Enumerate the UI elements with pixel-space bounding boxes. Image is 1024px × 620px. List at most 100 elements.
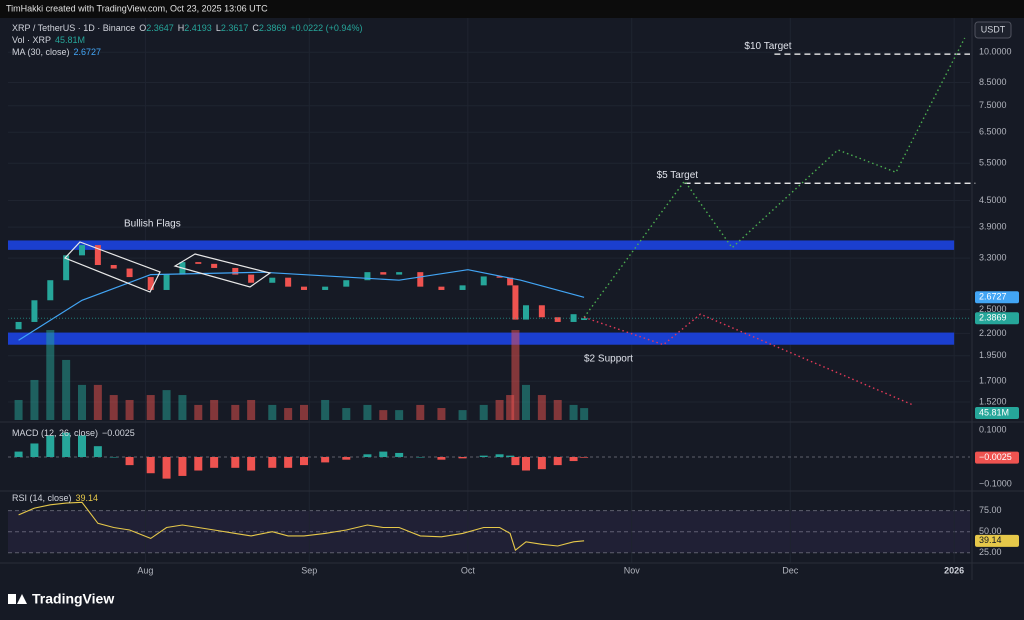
last-price-box [975,312,1019,325]
ma-price-box [975,291,1019,304]
volume-bar [178,395,187,420]
candle-body [507,277,514,286]
volume-bar [146,395,155,420]
candle-body [322,286,329,290]
rsi-value-box [975,534,1019,547]
candle-body [480,276,487,286]
macd-value-label: −0.0025 [979,452,1012,462]
volume-bar [479,404,488,420]
y-tick-label: 1.9500 [979,350,1007,360]
candle-body [285,277,292,287]
macd-bar [569,457,578,462]
candle-body [126,268,133,278]
volume-bar [495,399,504,420]
y-tick-label: 7.5000 [979,100,1007,110]
x-tick-label: Nov [624,565,641,575]
candle-body [301,286,307,290]
candle-body [459,285,466,290]
volume-bar [247,399,256,420]
y-tick-label: 8.5000 [979,77,1007,87]
flag-channel [173,253,272,288]
volume-box [975,407,1019,419]
macd-bar [511,457,520,466]
ohlc-value: 2.3869 [258,23,287,33]
y-tick-label: 0.1000 [979,424,1007,434]
macd-bar [93,446,102,457]
candle-body [554,317,561,322]
rsi-band [8,510,970,553]
volume-bar [511,330,520,420]
macd-bar [395,452,404,457]
macd-legend: MACD (12, 26, close) −0.0025 [12,428,139,438]
candle-body [523,305,529,320]
y-tick-label: 6.5000 [979,127,1007,137]
y-tick-label: 3.9000 [979,221,1007,231]
x-tick-label: Sep [301,565,317,575]
projection [583,313,913,406]
candle-body [380,272,387,275]
volume-bar [506,395,515,420]
currency-button[interactable] [974,21,1012,39]
volume-bar [210,399,219,420]
top-bar [0,0,1024,18]
macd-bar [178,457,187,476]
volume-bar [162,390,171,420]
y-tick-label: 1.5200 [979,396,1007,406]
volume-bar [78,384,86,420]
volume-bar [93,384,102,420]
y-tick-label: 75.00 [979,505,1002,515]
y-tick-label: 50.00 [979,526,1002,536]
candle-body [31,300,38,322]
rsi-line [18,501,585,552]
macd-bar [321,457,330,463]
ohlc-key: L [215,23,221,33]
ma-price-label: 2.6727 [979,292,1007,302]
volume-bar [284,408,293,420]
candle-body [538,305,545,318]
y-tick-label: 25.00 [979,547,1002,557]
zone-label: $2 Support [584,353,633,364]
y-tick-label: 10.0000 [979,47,1012,57]
candle-body [396,272,403,275]
candle-body [195,262,202,264]
macd-bar [342,457,351,460]
candle-body [94,245,101,266]
zone [8,240,955,250]
volume-bar [194,404,203,420]
target-label: $10 Target [744,41,791,52]
macd-bar [210,457,219,468]
macd-bar [14,451,23,457]
macd-bar [109,457,118,458]
zone [8,332,955,345]
macd-bar [146,457,155,474]
volume-bar [30,379,39,420]
volume-bar [14,399,23,420]
volume-bar [569,404,578,420]
candle-body [343,280,350,287]
macd-bar [78,435,86,457]
volume-bar [416,404,425,420]
macd-bar [553,457,562,466]
candle-body [570,314,577,322]
macd-bar [162,457,171,479]
macd-bar [580,457,589,458]
volume-bar [363,404,372,420]
target-label: $5 Target [657,170,699,181]
volume-bar [395,410,404,420]
volume-bar [125,399,134,420]
ohlc-key: C [252,23,259,33]
candle-body [364,272,371,281]
ma-line [18,269,585,341]
logo-part [17,594,27,604]
candle-body [417,272,424,287]
caption: TimHakki created with TradingView.com, O… [6,3,268,13]
candle-body [15,321,22,330]
y-tick-label: 5.5000 [979,158,1007,168]
y-tick-label: 1.7000 [979,376,1007,386]
flag-channel [63,241,161,293]
macd-bar [537,457,546,470]
y-tick-label: 3.3000 [979,253,1007,263]
symbol-legend: XRP / TetherUS · 1D · Binance O2.3647 H2.4… [12,23,370,33]
